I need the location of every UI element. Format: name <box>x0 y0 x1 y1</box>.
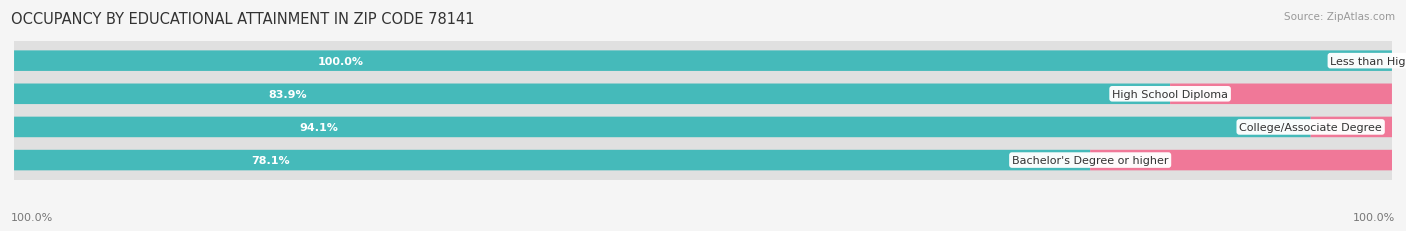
FancyBboxPatch shape <box>1170 84 1392 105</box>
FancyBboxPatch shape <box>7 33 1399 89</box>
FancyBboxPatch shape <box>7 99 1399 155</box>
Text: Source: ZipAtlas.com: Source: ZipAtlas.com <box>1284 12 1395 21</box>
FancyBboxPatch shape <box>7 132 1399 188</box>
FancyBboxPatch shape <box>7 66 1399 122</box>
Legend: Owner-occupied, Renter-occupied: Owner-occupied, Renter-occupied <box>574 228 832 231</box>
Text: 94.1%: 94.1% <box>299 122 339 132</box>
Text: Less than High School: Less than High School <box>1330 56 1406 66</box>
FancyBboxPatch shape <box>14 117 1310 138</box>
FancyBboxPatch shape <box>1310 117 1393 138</box>
Text: High School Diploma: High School Diploma <box>1112 89 1227 99</box>
FancyBboxPatch shape <box>14 51 1392 72</box>
Text: 100.0%: 100.0% <box>318 56 363 66</box>
FancyBboxPatch shape <box>14 84 1170 105</box>
FancyBboxPatch shape <box>1090 150 1393 171</box>
Text: 83.9%: 83.9% <box>269 89 307 99</box>
FancyBboxPatch shape <box>14 150 1090 171</box>
Text: Bachelor's Degree or higher: Bachelor's Degree or higher <box>1012 155 1168 165</box>
Text: College/Associate Degree: College/Associate Degree <box>1239 122 1382 132</box>
Text: OCCUPANCY BY EDUCATIONAL ATTAINMENT IN ZIP CODE 78141: OCCUPANCY BY EDUCATIONAL ATTAINMENT IN Z… <box>11 12 475 27</box>
Text: 78.1%: 78.1% <box>250 155 290 165</box>
Text: 100.0%: 100.0% <box>1353 212 1395 222</box>
Text: 100.0%: 100.0% <box>11 212 53 222</box>
